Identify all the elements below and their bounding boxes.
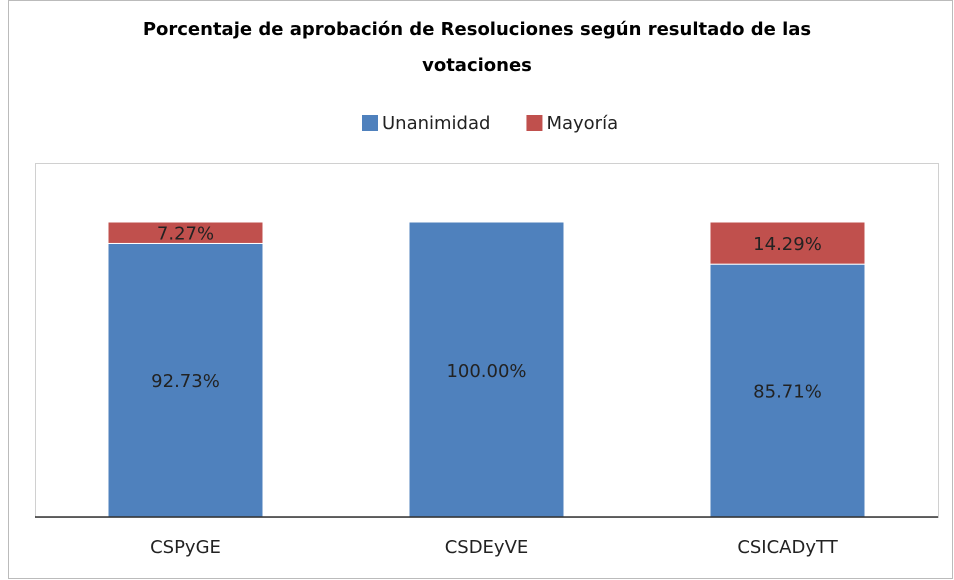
legend-swatch <box>362 115 378 131</box>
data-label: 7.27% <box>157 224 214 245</box>
x-tick-label: CSPyGE <box>150 537 221 558</box>
chart-border <box>8 0 953 579</box>
bar-segment <box>408 221 565 518</box>
data-label: 100.00% <box>446 361 526 382</box>
bar-segment <box>107 221 264 244</box>
legend-label: Unanimidad <box>382 113 490 134</box>
bar-segment <box>709 221 866 265</box>
data-label: 14.29% <box>753 234 822 255</box>
data-label: 92.73% <box>151 371 220 392</box>
x-tick-label: CSICADyTT <box>737 537 838 558</box>
chart-title: Porcentaje de aprobación de Resoluciones… <box>142 19 812 76</box>
legend-label: Mayoría <box>546 113 618 134</box>
legend-swatch <box>526 115 543 131</box>
bar-segment <box>107 242 264 518</box>
data-label: 85.71% <box>753 382 822 403</box>
x-tick-label: CSDEyVE <box>445 537 529 558</box>
